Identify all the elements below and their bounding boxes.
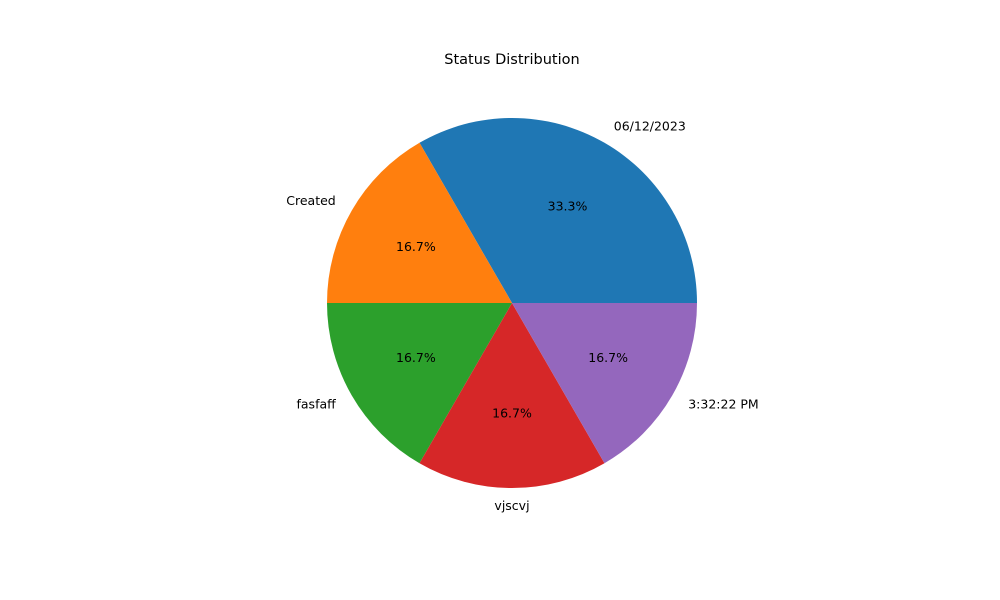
- slice-percent-created: 16.7%: [396, 239, 436, 254]
- pie-slices: [327, 117, 697, 488]
- slice-percent-3-32-22-pm: 16.7%: [588, 350, 628, 365]
- slice-percent-06-12-2023: 33.3%: [548, 198, 588, 213]
- slice-label-3-32-22-pm: 3:32:22 PM: [688, 396, 758, 411]
- pie-slice-created: [327, 142, 512, 303]
- pie-slice-vjscvj: [419, 303, 605, 488]
- slice-label-vjscvj: vjscvj: [494, 498, 529, 513]
- chart-title: Status Distribution: [444, 52, 579, 68]
- pie-slice-06-12-2023: [419, 117, 697, 303]
- slice-label-06-12-2023: 06/12/2023: [614, 118, 686, 133]
- pie-labels: 06/12/2023 33.3% Created 16.7% fasfaff 16.7% v…: [286, 118, 758, 513]
- slice-percent-fasfaff: 16.7%: [396, 350, 436, 365]
- slice-label-fasfaff: fasfaff: [297, 396, 337, 411]
- slice-label-created: Created: [286, 193, 335, 208]
- pie-slice-fasfaff: [327, 303, 512, 464]
- pie-slice-3-32-22-pm: [512, 303, 697, 464]
- slice-percent-vjscvj: 16.7%: [492, 406, 532, 421]
